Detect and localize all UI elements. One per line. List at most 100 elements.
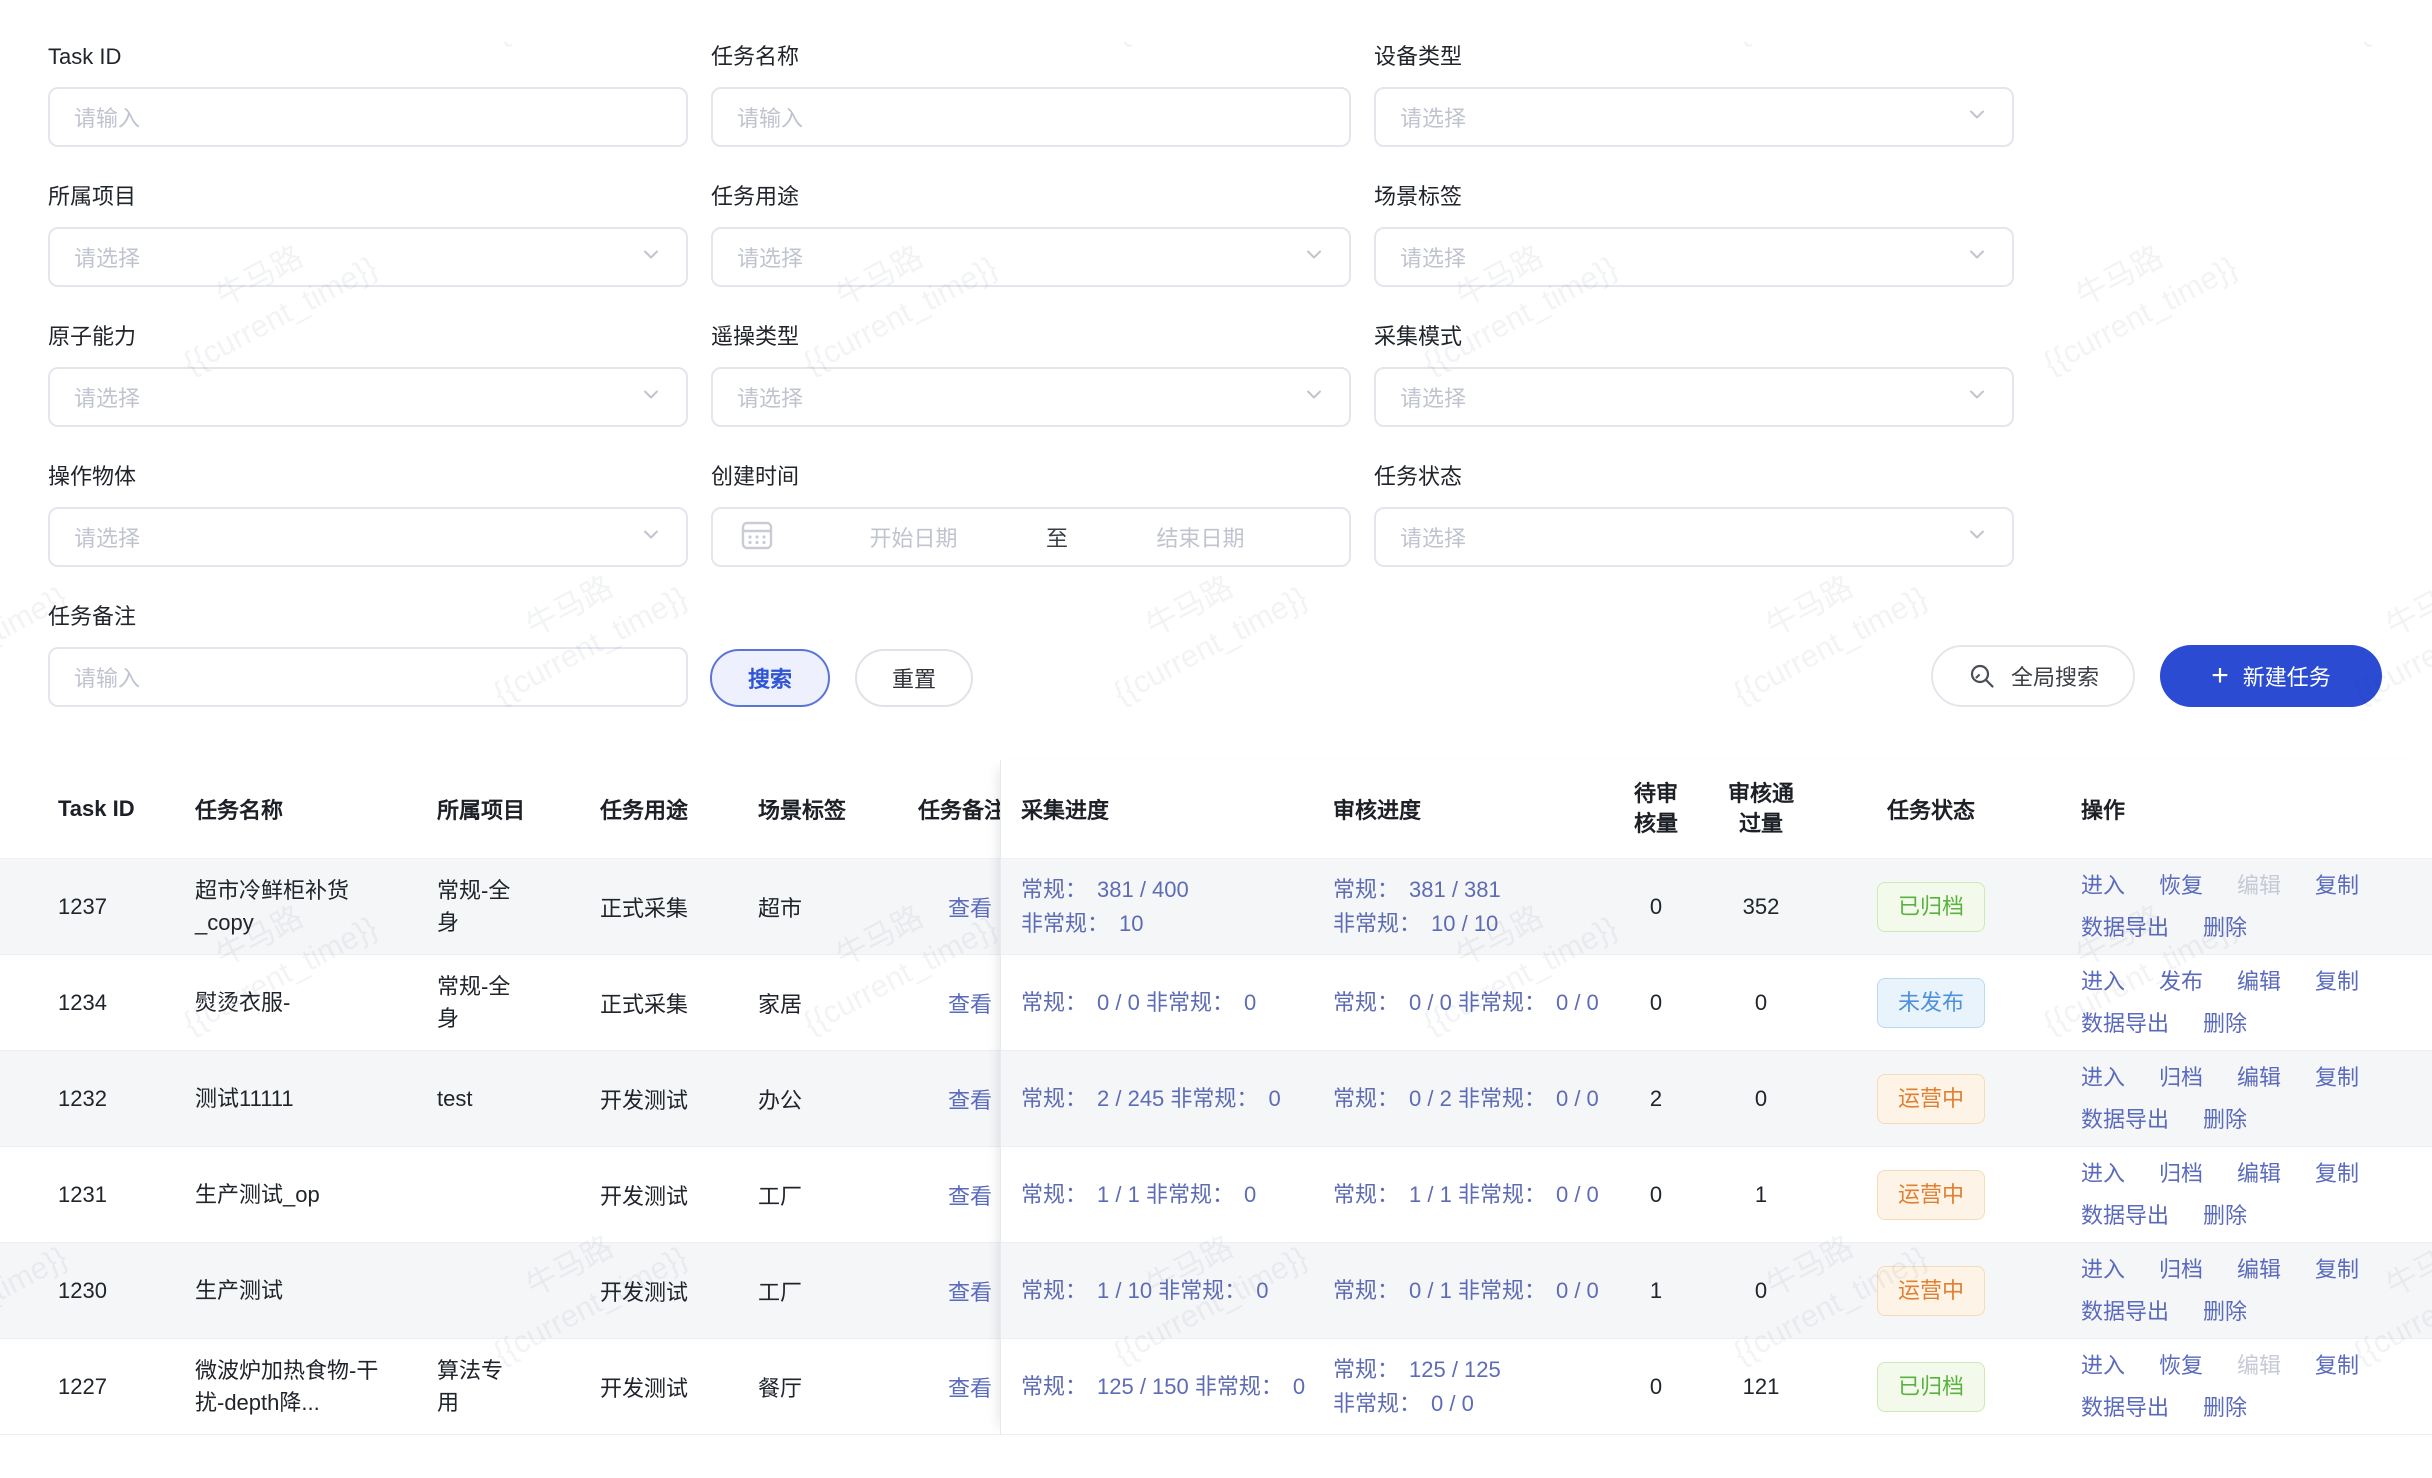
view-remark-link[interactable]: 查看 [948,1279,993,1305]
search-button[interactable]: 搜索 [710,649,830,707]
view-remark-link[interactable]: 查看 [948,1375,993,1401]
view-remark-link[interactable]: 查看 [948,1183,993,1209]
new-task-button[interactable]: + 新建任务 [2160,645,2382,707]
action-copy[interactable]: 复制 [2315,1064,2360,1090]
action-archive[interactable]: 归档 [2159,1256,2204,1282]
task-name-input[interactable]: 请输入 [711,87,1351,147]
action-enter[interactable]: 进入 [2081,1256,2126,1282]
header-remark: 任务备注 [918,798,1007,823]
purpose-select[interactable]: 请选择 [711,227,1351,287]
filter-create-time: 创建时间 开始日期 至 结束日期 [711,462,1351,567]
action-export[interactable]: 数据导出 [2081,1202,2170,1228]
table-left-section: Task ID 任务名称 所属项目 任务用途 场景标签 任务备注 1237 超市… [0,760,1060,1435]
atomic-ability-select[interactable]: 请选择 [48,367,688,427]
action-edit[interactable]: 编辑 [2237,968,2282,994]
filter-object: 操作物体 请选择 [48,462,688,567]
cell-task-name: 熨烫衣服- [195,989,291,1015]
cell-collect-progress: 常规： 1 / 10 非常规： 0 [1021,1277,1269,1303]
task-id-input[interactable]: 请输入 [48,87,688,147]
action-edit[interactable]: 编辑 [2237,1256,2282,1282]
action-edit[interactable]: 编辑 [2237,1064,2282,1090]
global-search-button[interactable]: 全局搜索 [1930,645,2135,707]
chevron-down-icon [1301,241,1327,273]
filter-label: 设备类型 [1374,44,1463,69]
action-copy[interactable]: 复制 [2315,1256,2360,1282]
filter-task-name: 任务名称 请输入 [711,42,1351,147]
action-restore[interactable]: 恢复 [2159,1352,2204,1378]
action-delete[interactable]: 删除 [2203,1298,2248,1324]
cell-purpose: 正式采集 [600,895,689,921]
view-remark-link[interactable]: 查看 [948,991,993,1017]
action-archive[interactable]: 归档 [2159,1064,2204,1090]
filter-label: 采集模式 [1374,324,1463,349]
cell-task-status: 运营中 [1821,1073,2041,1124]
teleop-type-select[interactable]: 请选择 [711,367,1351,427]
table-row: 1227 微波炉加热食物-干扰-depth降... 算法专用 开发测试 餐厅 查… [0,1339,1060,1435]
action-export[interactable]: 数据导出 [2081,914,2170,940]
plus-icon: + [2211,659,2229,692]
task-remark-input[interactable]: 请输入 [48,647,688,707]
table-row: 常规： 1 / 1 非常规： 0 常规： 1 / 1 非常规： 0 / 0 0 1 运营… [1001,1147,2432,1243]
action-delete[interactable]: 删除 [2203,1010,2248,1036]
filter-label: 任务名称 [711,44,800,69]
project-select[interactable]: 请选择 [48,227,688,287]
cell-review-progress: 常规： 1 / 1 非常规： 0 / 0 [1333,1181,1599,1207]
status-badge: 运营中 [1876,1169,1985,1220]
action-archive[interactable]: 归档 [2159,1160,2204,1186]
cell-task-status: 运营中 [1821,1265,2041,1316]
action-export[interactable]: 数据导出 [2081,1106,2170,1132]
action-enter[interactable]: 进入 [2081,1352,2126,1378]
collect-mode-select[interactable]: 请选择 [1374,367,2014,427]
header-review-progress: 审核进度 [1333,798,1422,823]
date-range-picker[interactable]: 开始日期 至 结束日期 [711,507,1351,567]
cell-actions: 进入 归档 编辑 复制 数据导出 删除 [2041,1254,2413,1328]
reset-button[interactable]: 重置 [855,649,973,707]
action-edit[interactable]: 编辑 [2237,1160,2282,1186]
object-select[interactable]: 请选择 [48,507,688,567]
end-date-placeholder[interactable]: 结束日期 [1156,526,1245,551]
device-type-select[interactable]: 请选择 [1374,87,2014,147]
start-date-placeholder[interactable]: 开始日期 [869,526,958,551]
action-publish[interactable]: 发布 [2159,968,2204,994]
action-copy[interactable]: 复制 [2315,1160,2360,1186]
search-icon [1970,664,1994,688]
cell-purpose: 开发测试 [600,1279,689,1305]
action-delete[interactable]: 删除 [2203,914,2248,940]
cell-task-id: 1231 [58,1181,107,1207]
action-enter[interactable]: 进入 [2081,1160,2126,1186]
action-copy[interactable]: 复制 [2315,968,2360,994]
header-collect-progress: 采集进度 [1021,798,1110,823]
cell-project: 常规-全身 [437,877,511,935]
status-badge: 运营中 [1876,1265,1985,1316]
action-copy[interactable]: 复制 [2315,1352,2360,1378]
cell-passed-count: 0 [1754,989,1768,1015]
action-copy[interactable]: 复制 [2315,872,2360,898]
action-export[interactable]: 数据导出 [2081,1298,2170,1324]
action-enter[interactable]: 进入 [2081,872,2126,898]
action-restore[interactable]: 恢复 [2159,872,2204,898]
action-export[interactable]: 数据导出 [2081,1010,2170,1036]
cell-pending-count: 0 [1649,989,1663,1015]
action-delete[interactable]: 删除 [2203,1394,2248,1420]
table-header-row: 采集进度 审核进度 待审 核量 审核通 过量 任务状态 操作 [1001,760,2432,859]
cell-review-progress: 常规： 125 / 125 非常规： 0 / 0 [1333,1356,1501,1416]
scene-tag-select[interactable]: 请选择 [1374,227,2014,287]
cell-task-status: 未发布 [1821,977,2041,1028]
filter-collect-mode: 采集模式 请选择 [1374,322,2014,427]
action-delete[interactable]: 删除 [2203,1106,2248,1132]
action-enter[interactable]: 进入 [2081,1064,2126,1090]
header-pending-count: 待审 核量 [1633,781,1678,836]
action-delete[interactable]: 删除 [2203,1202,2248,1228]
cell-scene-tag: 超市 [758,895,803,921]
cell-task-name: 生产测试 [195,1277,284,1303]
filter-label: 操作物体 [48,464,137,489]
view-remark-link[interactable]: 查看 [948,895,993,921]
cell-purpose: 正式采集 [600,991,689,1017]
date-range-separator: 至 [1046,526,1069,551]
action-enter[interactable]: 进入 [2081,968,2126,994]
view-remark-link[interactable]: 查看 [948,1087,993,1113]
action-export[interactable]: 数据导出 [2081,1394,2170,1420]
cell-remark: 查看 [910,1275,1060,1307]
task-status-select[interactable]: 请选择 [1374,507,2014,567]
filter-scene-tag: 场景标签 请选择 [1374,182,2014,287]
